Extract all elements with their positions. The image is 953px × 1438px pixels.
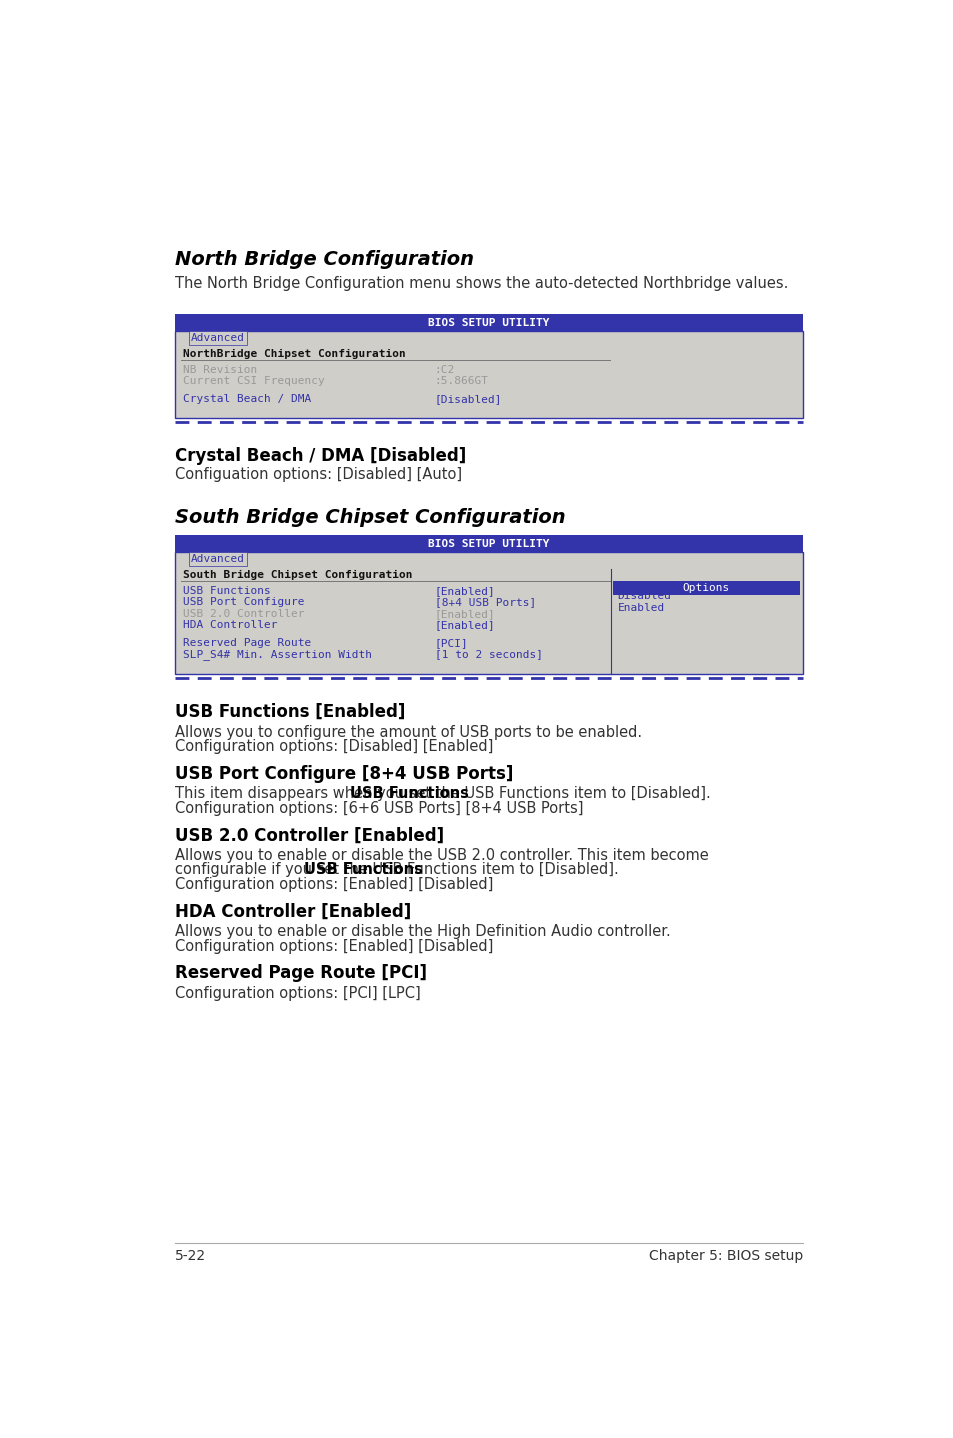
Text: Chapter 5: BIOS setup: Chapter 5: BIOS setup — [648, 1250, 802, 1263]
Text: BIOS SETUP UTILITY: BIOS SETUP UTILITY — [428, 539, 549, 549]
Text: BIOS SETUP UTILITY: BIOS SETUP UTILITY — [428, 318, 549, 328]
Bar — [612, 581, 799, 594]
Text: Configuation options: [Disabled] [Auto]: Configuation options: [Disabled] [Auto] — [174, 467, 461, 483]
Text: Allows you to configure the amount of USB ports to be enabled.: Allows you to configure the amount of US… — [174, 725, 641, 739]
Bar — [174, 331, 802, 418]
Text: configurable if you set the USB Functions item to [Disabled].: configurable if you set the USB Function… — [174, 863, 618, 877]
Text: Enabled: Enabled — [617, 603, 664, 613]
Text: USB Port Configure: USB Port Configure — [183, 597, 304, 607]
Text: Configuration options: [PCI] [LPC]: Configuration options: [PCI] [LPC] — [174, 985, 420, 1001]
Text: This item disappears when you set the USB Functions item to [Disabled].: This item disappears when you set the US… — [174, 787, 710, 801]
Text: [PCI]: [PCI] — [435, 638, 468, 649]
Text: [8+4 USB Ports]: [8+4 USB Ports] — [435, 597, 536, 607]
Text: Advanced: Advanced — [191, 334, 245, 344]
Text: Reserved Page Route [PCI]: Reserved Page Route [PCI] — [174, 963, 427, 982]
Text: USB Functions: USB Functions — [304, 863, 422, 877]
Text: NB Revision: NB Revision — [183, 365, 256, 375]
Text: North Bridge Configuration: North Bridge Configuration — [174, 250, 474, 269]
Text: HDA Controller [Enabled]: HDA Controller [Enabled] — [174, 903, 411, 920]
Text: Advanced: Advanced — [191, 554, 245, 564]
Bar — [174, 315, 802, 331]
Bar — [189, 331, 247, 345]
Text: Configuration options: [Enabled] [Disabled]: Configuration options: [Enabled] [Disabl… — [174, 939, 493, 953]
Bar — [174, 552, 802, 674]
Text: The North Bridge Configuration menu shows the auto-detected Northbridge values.: The North Bridge Configuration menu show… — [174, 276, 787, 290]
Text: [1 to 2 seconds]: [1 to 2 seconds] — [435, 650, 542, 660]
Text: SLP_S4# Min. Assertion Width: SLP_S4# Min. Assertion Width — [183, 649, 372, 660]
Text: NorthBridge Chipset Configuration: NorthBridge Chipset Configuration — [183, 349, 405, 360]
Text: Allows you to enable or disable the High Definition Audio controller.: Allows you to enable or disable the High… — [174, 925, 670, 939]
Text: HDA Controller: HDA Controller — [183, 620, 277, 630]
Text: :C2: :C2 — [435, 365, 455, 375]
Bar — [174, 535, 802, 552]
Text: Reserved Page Route: Reserved Page Route — [183, 638, 311, 649]
Text: South Bridge Chipset Configuration: South Bridge Chipset Configuration — [183, 571, 412, 581]
Bar — [189, 552, 247, 567]
Text: [Enabled]: [Enabled] — [435, 585, 495, 595]
Text: USB Functions [Enabled]: USB Functions [Enabled] — [174, 703, 405, 720]
Text: Configuration options: [Disabled] [Enabled]: Configuration options: [Disabled] [Enabl… — [174, 739, 493, 755]
Text: Options: Options — [682, 582, 729, 592]
Text: USB Functions: USB Functions — [350, 787, 469, 801]
Text: [Disabled]: [Disabled] — [435, 394, 501, 404]
Text: [Enabled]: [Enabled] — [435, 620, 495, 630]
Text: Allows you to enable or disable the USB 2.0 controller. This item become: Allows you to enable or disable the USB … — [174, 848, 708, 863]
Text: USB 2.0 Controller [Enabled]: USB 2.0 Controller [Enabled] — [174, 827, 444, 844]
Text: Configuration options: [Enabled] [Disabled]: Configuration options: [Enabled] [Disabl… — [174, 877, 493, 892]
Text: :5.866GT: :5.866GT — [435, 377, 488, 387]
Text: Configuration options: [6+6 USB Ports] [8+4 USB Ports]: Configuration options: [6+6 USB Ports] [… — [174, 801, 583, 815]
Text: USB Functions: USB Functions — [183, 585, 271, 595]
Text: Current CSI Frequency: Current CSI Frequency — [183, 377, 324, 387]
Text: South Bridge Chipset Configuration: South Bridge Chipset Configuration — [174, 508, 565, 526]
Text: 5-22: 5-22 — [174, 1250, 206, 1263]
Text: USB Port Configure [8+4 USB Ports]: USB Port Configure [8+4 USB Ports] — [174, 765, 513, 782]
Text: Crystal Beach / DMA [Disabled]: Crystal Beach / DMA [Disabled] — [174, 447, 466, 466]
Text: Disabled: Disabled — [617, 591, 671, 601]
Text: Crystal Beach / DMA: Crystal Beach / DMA — [183, 394, 311, 404]
Text: [Enabled]: [Enabled] — [435, 608, 495, 618]
Text: USB 2.0 Controller: USB 2.0 Controller — [183, 608, 304, 618]
